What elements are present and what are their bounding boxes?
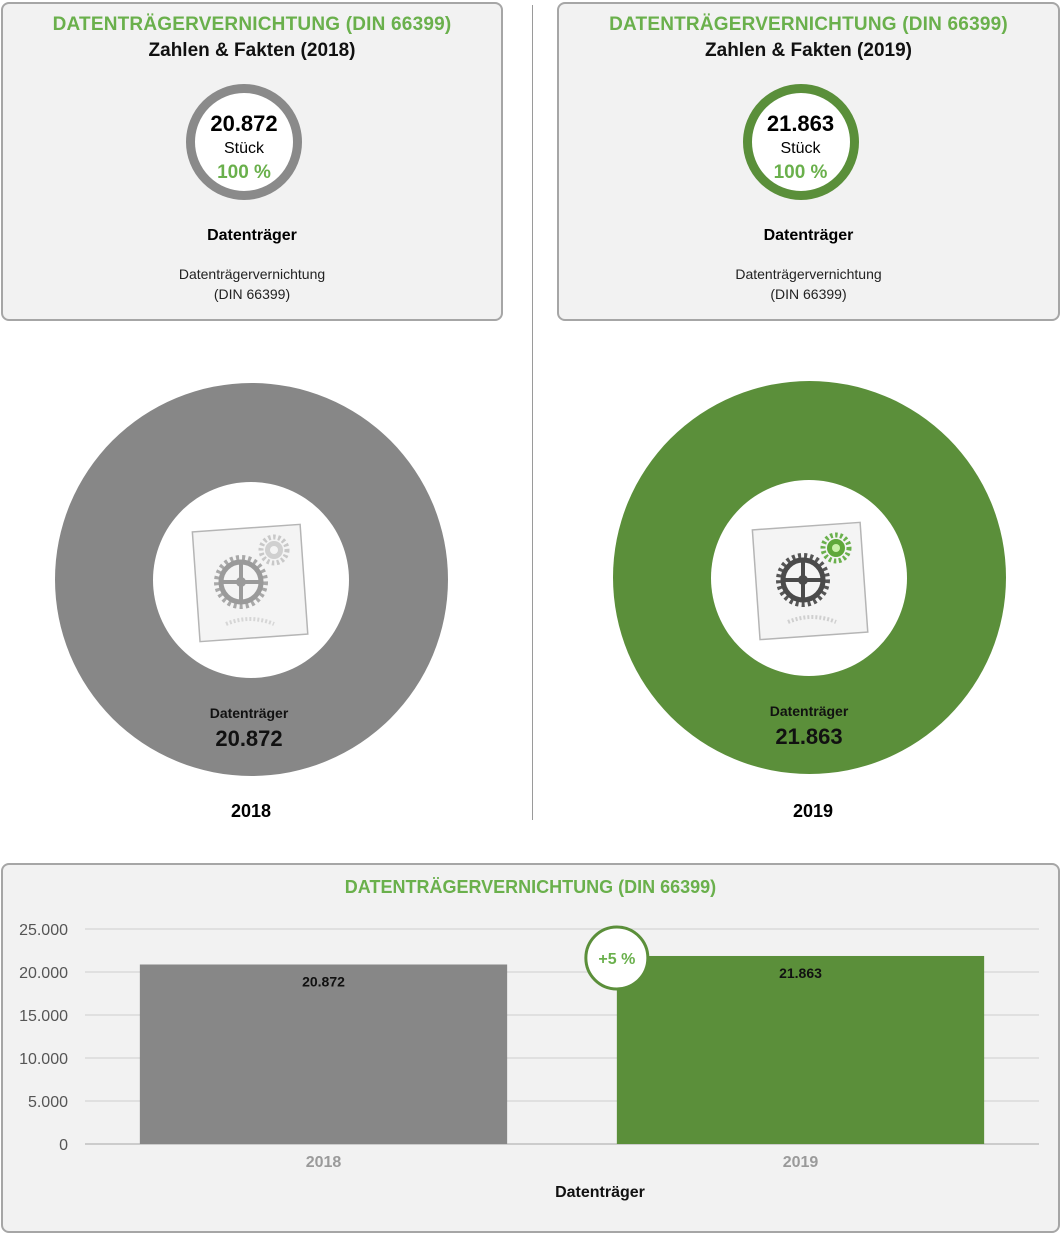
x-tick-label: 2019 [783, 1154, 819, 1171]
count-value: 21.863 [766, 111, 835, 136]
y-tick-label: 20.000 [19, 965, 68, 982]
bar-2018 [139, 964, 508, 1144]
year-label-2018: 2018 [230, 801, 272, 821]
count-ring: 20.872 Stück 100 % [186, 84, 302, 200]
count-percent: 100 % [217, 162, 271, 183]
gears-icon [751, 521, 869, 641]
bar-value-label: 20.872 [302, 974, 345, 990]
vertical-divider [532, 5, 533, 820]
facts-card-2018: DATENTRÄGERVERNICHTUNG (DIN 66399) Zahle… [1, 2, 503, 321]
x-tick-label: 2018 [306, 1154, 342, 1171]
card-label: Datenträger [207, 227, 297, 244]
chart-title: DATENTRÄGERVERNICHTUNG (DIN 66399) [344, 877, 717, 897]
card-title: DATENTRÄGERVERNICHTUNG (DIN 66399) [52, 14, 452, 35]
donut-label: Datenträger [769, 703, 849, 719]
gears-icon [191, 523, 309, 643]
count-unit: Stück [780, 140, 821, 157]
card-desc-line1: Datenträgervernichtung [178, 266, 326, 282]
change-badge-label: +5 % [598, 951, 635, 968]
card-label: Datenträger [763, 227, 854, 244]
bar-chart-card: DATENTRÄGERVERNICHTUNG (DIN 66399) 0 5.00… [1, 863, 1060, 1233]
change-badge [584, 925, 650, 991]
card-desc-line2: (DIN 66399) [213, 286, 291, 302]
y-tick-label: 10.000 [19, 1051, 68, 1068]
card-desc-line1: Datenträgervernichtung [735, 266, 882, 282]
card-title: DATENTRÄGERVERNICHTUNG (DIN 66399) [609, 14, 1008, 35]
count-ring: 21.863 Stück 100 % [742, 84, 859, 200]
donut-value: 21.863 [775, 724, 843, 749]
y-tick-label: 0 [59, 1137, 68, 1154]
y-tick-label: 15.000 [19, 1008, 68, 1025]
card-description: Datenträgervernichtung (DIN 66399) [3, 264, 501, 304]
facts-card-2019: DATENTRÄGERVERNICHTUNG (DIN 66399) Zahle… [557, 2, 1060, 321]
bar-chart: 0 5.000 10.000 15.000 20.000 25.000 20.872 2018… [19, 922, 1039, 1201]
count-percent: 100 % [773, 162, 828, 183]
count-value: 20.872 [210, 111, 278, 136]
y-tick-label: 25.000 [19, 922, 68, 939]
donut-value: 20.872 [215, 726, 283, 751]
card-description: Datenträgervernichtung (DIN 66399) [559, 264, 1058, 304]
card-subtitle: Zahlen & Fakten (2018) [148, 40, 356, 61]
card-subtitle: Zahlen & Fakten (2019) [705, 40, 912, 61]
bar-value-label: 21.863 [779, 965, 822, 981]
donut-label: Datenträger [209, 705, 289, 721]
y-tick-label: 5.000 [28, 1094, 68, 1111]
card-desc-line2: (DIN 66399) [770, 286, 847, 302]
count-unit: Stück [223, 140, 264, 157]
bar-2019 [616, 955, 985, 1144]
year-label-2019: 2019 [792, 801, 834, 821]
x-axis-label: Datenträger [555, 1184, 645, 1201]
